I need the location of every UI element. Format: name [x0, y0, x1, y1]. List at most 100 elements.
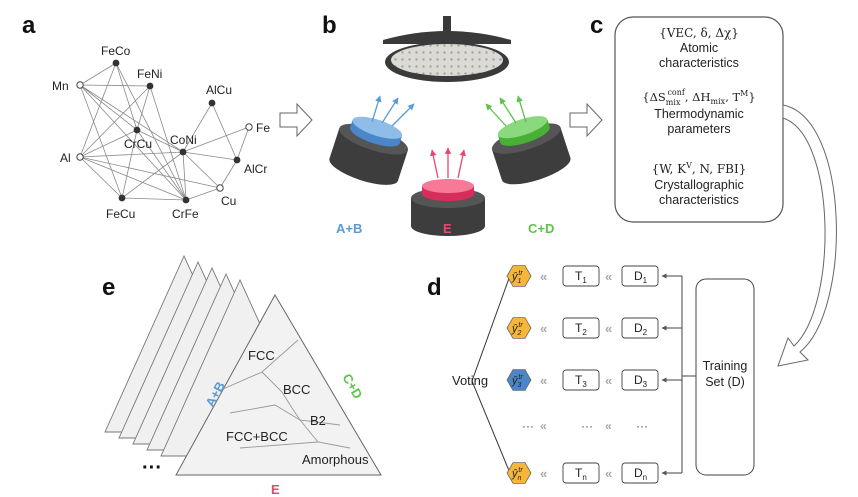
panel-a: a: [22, 12, 270, 221]
chevron-tree-data: «: [605, 321, 612, 336]
forest-row: ŷntr « « Tn Dn: [506, 462, 659, 484]
subset-box-label: D3: [634, 373, 648, 389]
phase-labels: FCC BCC B2 FCC+BCC Amorphous: [226, 348, 369, 467]
prediction-label: ŷ3tr: [511, 374, 523, 389]
target-cd: [491, 116, 571, 185]
label-cu: Cu: [221, 194, 236, 208]
feature-label-3a: Crystallographic: [654, 178, 744, 192]
tree-box-label: T1: [575, 269, 587, 285]
phase-diagram-front: [175, 293, 382, 476]
subset-box: [621, 462, 659, 484]
label-feco: FeCo: [101, 44, 131, 58]
label-fe: Fe: [256, 121, 270, 135]
ellipsis-chev-1: «: [540, 419, 547, 433]
chevron-pred-tree: «: [540, 466, 547, 481]
node-fe: [245, 123, 253, 131]
sputter-arrows: [371, 95, 527, 179]
ellipsis-data: ···: [636, 419, 648, 433]
forest-row: ŷ1tr « « T1 D1: [506, 265, 659, 287]
phase-bcc: BCC: [283, 382, 310, 397]
node-feco: [112, 59, 120, 67]
panel-letter-c: c: [590, 12, 603, 39]
label-crfe: CrFe: [172, 207, 199, 221]
node-al: [76, 153, 84, 161]
prediction-hexagon: [506, 317, 532, 339]
label-alcr: AlCr: [244, 162, 267, 176]
tree-box-label: T3: [575, 373, 587, 389]
chevron-pred-tree: «: [540, 269, 547, 284]
node-cu: [216, 184, 224, 192]
feature-formula-2: {ΔSmixconf, ΔHmix, TM}: [642, 88, 755, 107]
prediction-hexagon: [506, 265, 532, 287]
label-crcu: CrCu: [124, 137, 152, 151]
feature-formula-1: {VEC, δ, Δχ}: [659, 26, 739, 40]
tree-box: [562, 265, 600, 287]
panel-c: c {VEC, δ, Δχ} Atomic characteristics {Δ…: [590, 12, 837, 367]
label-mn: Mn: [52, 79, 69, 93]
feature-box: [614, 16, 784, 223]
panel-b: b: [322, 12, 571, 236]
flow-arrow-a-to-b: [279, 102, 313, 138]
prediction-hexagon: [506, 462, 532, 484]
phase-amorphous: Amorphous: [302, 452, 369, 467]
phase-axis-e: E: [271, 482, 280, 497]
node-fecu: [118, 194, 126, 202]
tree-box: [562, 369, 600, 391]
forest-rows: ŷ1tr « « T1 D1 ŷ2tr « « T2 D2 ŷ3tr « « T3 D3 ŷntr « « Tn Dn: [506, 265, 659, 484]
panel-letter-a: a: [22, 12, 36, 39]
label-ab: A+B: [336, 221, 362, 236]
panel-e: e FCC BCC B2 FCC+BCC Amorphous A+B C+D E…: [102, 254, 382, 497]
node-feni: [146, 82, 154, 90]
target-e: [411, 179, 485, 236]
subset-box: [621, 369, 659, 391]
feature-label-2a: Thermodynamic: [654, 107, 744, 121]
chevron-pred-tree: «: [540, 373, 547, 388]
phase-b2: B2: [310, 413, 326, 428]
node-alcu: [208, 99, 216, 107]
tree-box: [562, 462, 600, 484]
subset-box: [621, 317, 659, 339]
substrate-heater: [383, 16, 511, 82]
panel-letter-d: d: [427, 274, 442, 301]
training-set-label-1: Training: [703, 359, 748, 373]
forest-row: ŷ2tr « « T2 D2: [506, 317, 659, 339]
data-connectors: [661, 273, 696, 476]
node-crcu: [133, 126, 141, 134]
prediction-hexagon: [506, 369, 532, 391]
label-coni: CoNi: [170, 133, 197, 147]
stack-ellipsis: ···: [142, 457, 162, 479]
ellipsis-chev-2: «: [605, 419, 612, 433]
voting-bracket: [471, 269, 513, 479]
target-ab: [329, 116, 409, 185]
flow-arrow-c-to-d: [777, 104, 837, 367]
feature-groups: {VEC, δ, Δχ} Atomic characteristics {ΔSm…: [642, 26, 755, 207]
phase-fcc-bcc: FCC+BCC: [226, 429, 288, 444]
chevron-tree-data: «: [605, 373, 612, 388]
subset-box-label: D1: [634, 269, 648, 285]
forest-row: ŷ3tr « « T3 D3: [506, 369, 659, 391]
label-fecu: FeCu: [106, 207, 135, 221]
tree-box-label: T2: [575, 321, 587, 337]
label-e: E: [443, 221, 452, 236]
prediction-label: ŷ1tr: [511, 270, 523, 285]
panel-letter-b: b: [322, 12, 337, 39]
subset-box: [621, 265, 659, 287]
ellipsis-tree: ···: [581, 419, 593, 433]
ellipsis-pred: ···: [522, 419, 534, 433]
subset-box-label: Dn: [634, 466, 647, 482]
flow-arrow-b-to-c: [569, 102, 603, 138]
node-mn: [76, 81, 84, 89]
subset-box-label: D2: [634, 321, 648, 337]
feature-label-2b: parameters: [667, 122, 730, 136]
network-edges: [79, 62, 250, 201]
label-al: Al: [60, 151, 71, 165]
panel-letter-e: e: [102, 274, 115, 301]
voting-label: Voting: [452, 373, 488, 388]
feature-label-1a: Atomic: [680, 41, 718, 55]
prediction-label: ŷ2tr: [511, 322, 523, 337]
prediction-label: ŷntr: [511, 467, 523, 482]
feature-label-1b: characteristics: [659, 56, 739, 70]
feature-label-3b: characteristics: [659, 193, 739, 207]
node-alcr: [233, 156, 241, 164]
node-crfe: [182, 196, 190, 204]
